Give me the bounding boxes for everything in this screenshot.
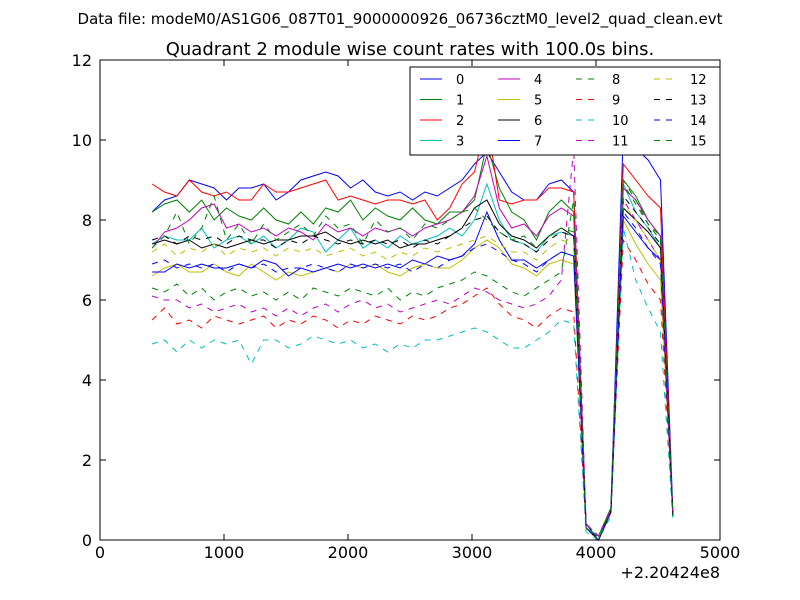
x-tick-label: 5000	[700, 543, 741, 562]
x-tick-label: 2000	[328, 543, 369, 562]
plot-frame	[99, 59, 721, 541]
legend-label-7: 7	[534, 135, 542, 150]
chart-title: Quadrant 2 module wise count rates with …	[166, 39, 655, 60]
x-tick-label: 0	[95, 543, 105, 562]
series-line-14	[151, 210, 674, 541]
figure-suptitle: Data file: modeM0/AS1G06_087T01_90000009…	[78, 10, 723, 29]
legend-label-14: 14	[690, 114, 707, 129]
x-offset-label: +2.20424e8	[620, 563, 720, 582]
legend-label-9: 9	[612, 94, 620, 109]
x-tick-label: 1000	[204, 543, 245, 562]
legend-label-4: 4	[534, 73, 542, 88]
series-lines	[151, 119, 674, 542]
legend-label-10: 10	[612, 114, 629, 129]
legend-label-13: 13	[690, 94, 707, 109]
legend-label-1: 1	[456, 94, 464, 109]
legend-label-15: 15	[690, 135, 707, 150]
legend-label-0: 0	[456, 73, 464, 88]
legend-label-5: 5	[534, 94, 542, 109]
y-tick-label: 6	[82, 291, 92, 310]
legend-label-6: 6	[534, 114, 542, 129]
legend-label-12: 12	[690, 73, 707, 88]
y-tick-label: 4	[82, 371, 92, 390]
legend-label-3: 3	[456, 135, 464, 150]
series-line-15	[151, 182, 674, 541]
x-tick-label: 4000	[576, 543, 617, 562]
y-tick-label: 10	[72, 131, 92, 150]
y-tick-label: 2	[82, 451, 92, 470]
series-line-10	[151, 227, 674, 541]
x-tick-label: 3000	[452, 543, 493, 562]
legend-label-8: 8	[612, 73, 620, 88]
y-tick-label: 12	[72, 51, 92, 70]
series-line-9	[151, 238, 674, 541]
legend-label-2: 2	[456, 114, 464, 129]
y-tick-label: 0	[82, 531, 92, 550]
series-line-11	[151, 147, 674, 537]
legend-label-11: 11	[612, 135, 629, 150]
y-tick-label: 8	[82, 211, 92, 230]
